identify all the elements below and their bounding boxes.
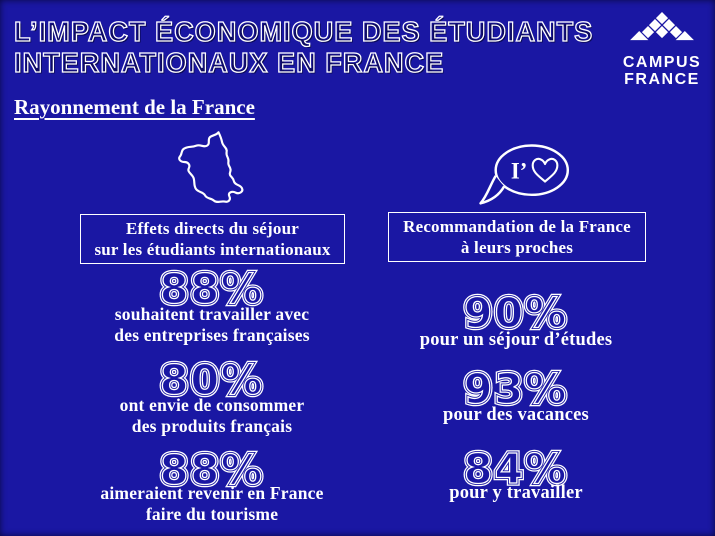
stat-value: 88% 88% 88% <box>157 444 265 496</box>
stat-caption: pour un séjour d’études <box>419 330 613 350</box>
section-subtitle: Rayonnement de la France <box>14 95 255 119</box>
stat-caption: souhaitent travailler avec des entrepris… <box>114 304 310 345</box>
stat-value: 90% 90% 90% <box>461 287 569 339</box>
france-map-outline-icon <box>168 126 260 221</box>
stat-caption: pour y travailler <box>449 483 583 503</box>
speech-bubble-i-heart-icon: I’ <box>472 136 582 215</box>
stat-value: 93% 93% 93% <box>461 363 569 415</box>
stat-caption: pour des vacances <box>443 405 589 425</box>
logo-wordmark: CAMPUS FRANCE <box>618 54 706 88</box>
page-title: L’IMPACT ÉCONOMIQUE DES ÉTUDIANTS INTERN… <box>13 15 594 78</box>
bubble-i-text: I’ <box>511 159 527 184</box>
column-header-box: Recommandation de la France à leurs proc… <box>388 212 646 262</box>
column-recommendation: I’ Recommandation de la France à leurs p… <box>384 0 648 536</box>
stat-value: 88% 88% 88% <box>157 263 265 315</box>
campus-france-diamonds-icon <box>618 12 706 50</box>
stat-caption: aimeraient revenir en France faire du to… <box>100 483 324 524</box>
column-direct-effects: Effets directs du séjour sur les étudian… <box>62 0 362 536</box>
stat-caption: ont envie de consommer des produits fran… <box>119 395 305 436</box>
column-header-box: Effets directs du séjour sur les étudian… <box>80 214 345 264</box>
logo-line2: FRANCE <box>624 71 700 88</box>
logo-line1: CAMPUS <box>622 54 702 71</box>
stat-value: 80% 80% 80% <box>157 354 265 406</box>
heart-icon <box>531 157 559 183</box>
stat-value: 84% 84% 84% <box>461 443 569 495</box>
campus-france-logo: CAMPUS FRANCE <box>618 12 706 88</box>
